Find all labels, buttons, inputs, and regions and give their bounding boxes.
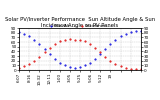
Incidence .... <box>99 52 101 53</box>
Sun Alt. ---- <box>104 49 106 50</box>
Sun Alt. ---- <box>84 65 86 66</box>
Sun Alt. ---- <box>79 67 81 68</box>
Incidence .... <box>74 39 76 40</box>
Incidence .... <box>49 47 51 48</box>
Line: Incidence ....: Incidence .... <box>19 38 141 69</box>
Incidence .... <box>109 60 111 61</box>
Title: Solar PV/Inverter Performance  Sun Altitude Angle & Sun Incidence Angle on PV Pa: Solar PV/Inverter Performance Sun Altitu… <box>5 17 155 28</box>
Incidence .... <box>18 67 20 68</box>
Sun Alt. ---- <box>140 30 142 31</box>
Legend: Sun Alt. ----, Incidence ....: Sun Alt. ----, Incidence .... <box>46 22 114 30</box>
Incidence .... <box>125 67 127 68</box>
Sun Alt. ---- <box>39 44 40 45</box>
Sun Alt. ---- <box>89 62 91 63</box>
Incidence .... <box>120 66 121 67</box>
Sun Alt. ---- <box>69 67 71 68</box>
Incidence .... <box>130 68 132 69</box>
Sun Alt. ---- <box>130 31 132 32</box>
Incidence .... <box>115 63 116 64</box>
Sun Alt. ---- <box>94 58 96 59</box>
Incidence .... <box>64 39 66 40</box>
Sun Alt. ---- <box>74 67 76 68</box>
Incidence .... <box>69 39 71 40</box>
Incidence .... <box>59 40 61 42</box>
Incidence .... <box>28 63 30 64</box>
Sun Alt. ---- <box>44 49 45 50</box>
Sun Alt. ---- <box>49 54 51 55</box>
Sun Alt. ---- <box>135 30 137 31</box>
Incidence .... <box>44 52 45 53</box>
Incidence .... <box>23 66 25 67</box>
Sun Alt. ---- <box>125 33 127 34</box>
Sun Alt. ---- <box>120 36 121 37</box>
Sun Alt. ---- <box>115 40 116 41</box>
Sun Alt. ---- <box>54 58 56 59</box>
Sun Alt. ---- <box>64 65 66 66</box>
Incidence .... <box>140 68 142 69</box>
Incidence .... <box>135 68 137 69</box>
Incidence .... <box>33 60 35 61</box>
Line: Sun Alt. ----: Sun Alt. ---- <box>19 30 141 68</box>
Sun Alt. ---- <box>33 40 35 41</box>
Sun Alt. ---- <box>23 33 25 34</box>
Incidence .... <box>104 56 106 58</box>
Incidence .... <box>39 56 40 58</box>
Incidence .... <box>94 47 96 48</box>
Sun Alt. ---- <box>28 36 30 37</box>
Sun Alt. ---- <box>99 54 101 55</box>
Incidence .... <box>54 43 56 44</box>
Sun Alt. ---- <box>109 44 111 45</box>
Sun Alt. ---- <box>59 62 61 63</box>
Incidence .... <box>79 39 81 40</box>
Incidence .... <box>84 40 86 42</box>
Sun Alt. ---- <box>18 31 20 32</box>
Incidence .... <box>89 43 91 44</box>
